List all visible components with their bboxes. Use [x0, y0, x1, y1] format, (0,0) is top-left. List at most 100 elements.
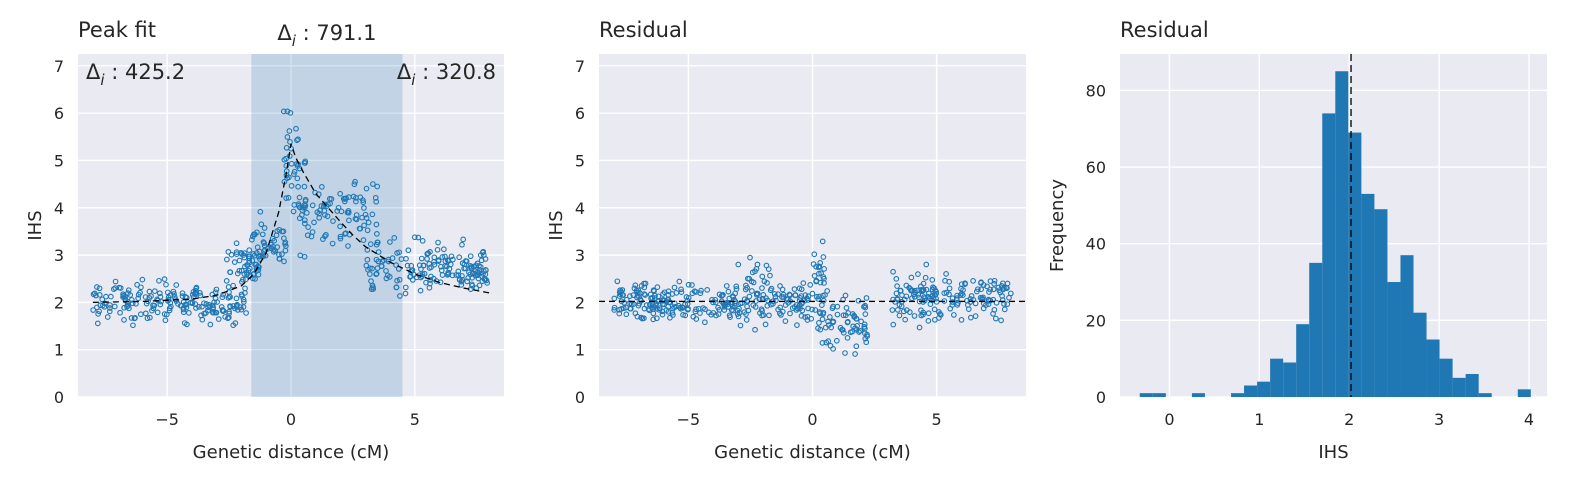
scatter-point	[618, 288, 624, 295]
scatter-point	[796, 285, 803, 292]
scatter-point	[296, 194, 303, 201]
scatter-point	[316, 210, 322, 217]
highlight-span	[251, 54, 403, 397]
scatter-point	[743, 317, 750, 323]
scatter-point	[373, 198, 380, 205]
scatter-point	[363, 185, 370, 192]
scatter-point	[394, 277, 400, 284]
scatter-point	[653, 300, 660, 307]
scatter-point	[830, 319, 836, 326]
scatter-point	[653, 315, 660, 322]
scatter-point	[843, 305, 850, 311]
scatter-point	[302, 196, 309, 203]
scatter-point	[642, 280, 649, 287]
scatter-point	[972, 300, 979, 307]
scatter-point	[361, 222, 367, 229]
scatter-point	[295, 183, 301, 190]
scatter-point	[974, 286, 981, 293]
scatter-point	[797, 305, 803, 312]
scatter-point	[685, 281, 692, 288]
scatter-point	[748, 278, 755, 285]
scatter-point	[362, 211, 369, 218]
histogram-bar	[1413, 312, 1427, 397]
scatter-point	[736, 305, 742, 312]
scatter-point	[107, 305, 113, 311]
scatter-point	[791, 286, 798, 292]
y-tick-label: 4	[575, 199, 585, 218]
scatter-point	[353, 198, 359, 205]
scatter-point	[228, 251, 235, 258]
scatter-point	[623, 311, 630, 318]
scatter-point	[678, 289, 685, 296]
scatter-point	[94, 304, 100, 311]
scatter-point	[383, 268, 389, 274]
scatter-point	[139, 276, 146, 283]
scatter-point	[134, 281, 140, 288]
x-axis-label: Genetic distance (cM)	[193, 442, 390, 463]
scatter-point	[753, 291, 760, 298]
scatter-point	[735, 313, 742, 320]
scatter-point	[611, 307, 618, 313]
scatter-point	[890, 268, 896, 275]
scatter-point	[171, 291, 177, 297]
y-tick-label: 0	[54, 388, 64, 407]
scatter-point	[121, 317, 127, 323]
scatter-point	[223, 278, 230, 284]
scatter-point	[794, 322, 800, 328]
scatter-point	[396, 276, 403, 283]
scatter-point	[213, 286, 220, 293]
scatter-point	[283, 144, 290, 151]
scatter-point	[180, 305, 187, 311]
histogram-bar	[1387, 282, 1401, 397]
scatter-point	[857, 327, 864, 334]
scatter-point	[235, 307, 241, 313]
scatter-point	[287, 139, 293, 145]
scatter-point	[946, 291, 952, 298]
x-tick-label: 0	[1164, 410, 1174, 429]
y-tick-label: 40	[1086, 235, 1106, 254]
scatter-point	[179, 293, 186, 299]
scatter-point	[456, 277, 463, 283]
scatter-point	[353, 212, 360, 218]
scatter-point	[801, 297, 808, 304]
scatter-point	[793, 301, 800, 308]
scatter-point	[161, 311, 168, 317]
scatter-point	[138, 284, 144, 291]
scatter-point	[281, 235, 287, 242]
scatter-point	[682, 312, 689, 319]
scatter-point	[702, 319, 708, 326]
scatter-point	[222, 314, 228, 320]
scatter-point	[361, 205, 367, 211]
y-axis-label: Frequency	[1047, 179, 1068, 272]
scatter-point	[431, 254, 438, 261]
scatter-point	[800, 280, 807, 286]
scatter-point	[342, 230, 349, 237]
scatter-point	[954, 292, 960, 299]
scatter-point	[246, 247, 253, 253]
scatter-point	[205, 304, 211, 311]
scatter-point	[290, 208, 297, 215]
scatter-point	[227, 269, 233, 275]
y-tick-label: 5	[54, 151, 64, 170]
y-tick-label: 0	[1096, 388, 1106, 407]
scatter-point	[101, 303, 108, 310]
y-tick-label: 4	[54, 199, 64, 218]
scatter-point	[752, 326, 758, 333]
scatter-point	[650, 316, 657, 323]
scatter-point	[112, 285, 119, 291]
scatter-point	[762, 321, 769, 328]
y-axis-label: IHS	[546, 210, 567, 240]
scatter-point	[259, 231, 266, 238]
scatter-point	[902, 316, 909, 323]
scatter-point	[980, 294, 986, 301]
scatter-point	[782, 302, 789, 308]
scatter-point	[903, 307, 910, 313]
scatter-point	[809, 306, 815, 313]
histogram-bar	[1452, 377, 1466, 397]
scatter-point	[733, 286, 740, 292]
histogram-bar	[1152, 393, 1166, 397]
y-axis-label: IHS	[25, 210, 46, 240]
scatter-point	[893, 275, 900, 282]
scatter-point	[671, 284, 678, 291]
scatter-point	[438, 267, 445, 274]
